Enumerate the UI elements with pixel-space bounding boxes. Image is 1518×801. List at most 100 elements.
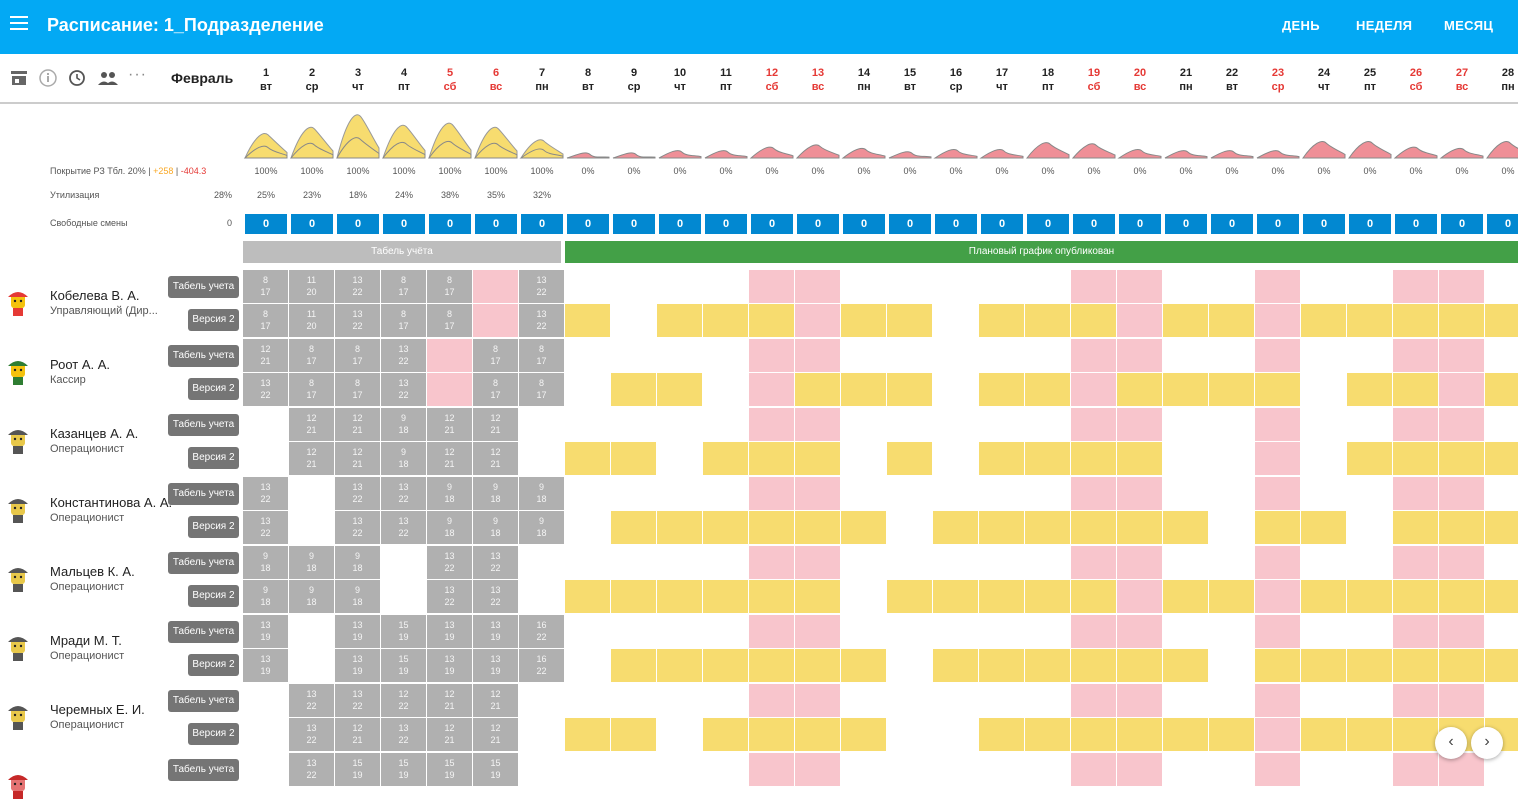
shift-cell[interactable] (519, 580, 564, 613)
shift-cell[interactable] (1163, 615, 1208, 648)
shift-cell[interactable] (1485, 615, 1518, 648)
shift-cell[interactable] (657, 753, 702, 786)
shift-cell[interactable] (1255, 408, 1300, 441)
shift-cell[interactable] (979, 615, 1024, 648)
shift-cell[interactable] (1071, 615, 1116, 648)
shift-cell[interactable] (1347, 477, 1392, 510)
shift-cell[interactable] (1117, 304, 1162, 337)
shift-cell[interactable] (657, 511, 702, 544)
shift-cell[interactable] (657, 477, 702, 510)
shift-cell[interactable]: 9 18 (427, 477, 472, 510)
shift-cell[interactable] (1071, 442, 1116, 475)
shift-cell[interactable] (1393, 580, 1438, 613)
shift-cell[interactable] (1439, 270, 1484, 303)
shift-cell[interactable] (1209, 546, 1254, 579)
shift-cell[interactable] (1071, 753, 1116, 786)
day-header[interactable]: 7 пн (519, 66, 565, 94)
shift-cell[interactable] (1439, 339, 1484, 372)
shift-cell[interactable] (1071, 718, 1116, 751)
shift-cell[interactable] (565, 304, 610, 337)
shift-cell[interactable] (887, 442, 932, 475)
free-shift-count[interactable]: 0 (843, 214, 885, 234)
shift-cell[interactable] (1301, 408, 1346, 441)
shift-cell[interactable] (519, 546, 564, 579)
shift-cell[interactable] (841, 718, 886, 751)
day-header[interactable]: 20 вс (1117, 66, 1163, 94)
shift-cell[interactable] (1025, 408, 1070, 441)
shift-cell[interactable] (841, 270, 886, 303)
version-chip[interactable]: Версия 2 (188, 723, 239, 745)
shift-cell[interactable] (979, 649, 1024, 682)
shift-cell[interactable] (565, 684, 610, 717)
shift-cell[interactable] (1439, 304, 1484, 337)
shift-cell[interactable]: 8 17 (427, 270, 472, 303)
tabel-chip[interactable]: Табель учета (168, 414, 239, 436)
shift-cell[interactable] (1071, 408, 1116, 441)
shift-cell[interactable] (1439, 546, 1484, 579)
shift-cell[interactable] (795, 615, 840, 648)
shift-cell[interactable] (933, 615, 978, 648)
shift-cell[interactable]: 9 18 (519, 511, 564, 544)
employee-name[interactable]: Роот А. А. (50, 357, 111, 372)
free-shift-count[interactable]: 0 (981, 214, 1023, 234)
free-shift-count[interactable]: 0 (291, 214, 333, 234)
shift-cell[interactable] (1117, 753, 1162, 786)
shift-cell[interactable] (1209, 511, 1254, 544)
shift-cell[interactable]: 9 18 (473, 511, 518, 544)
shift-cell[interactable] (887, 339, 932, 372)
shift-cell[interactable] (657, 339, 702, 372)
shift-cell[interactable] (1347, 718, 1392, 751)
shift-cell[interactable] (657, 373, 702, 406)
shift-cell[interactable] (749, 615, 794, 648)
shift-cell[interactable] (1393, 477, 1438, 510)
shift-cell[interactable] (841, 511, 886, 544)
shift-cell[interactable] (1347, 339, 1392, 372)
shift-cell[interactable] (749, 442, 794, 475)
shift-cell[interactable] (703, 649, 748, 682)
shift-cell[interactable] (887, 304, 932, 337)
version-chip[interactable]: Версия 2 (188, 309, 239, 331)
shift-cell[interactable] (933, 304, 978, 337)
shift-cell[interactable] (841, 442, 886, 475)
shift-cell[interactable] (703, 373, 748, 406)
shift-cell[interactable] (979, 684, 1024, 717)
more-icon[interactable]: ··· (128, 66, 147, 83)
shift-cell[interactable] (841, 615, 886, 648)
shift-cell[interactable] (565, 477, 610, 510)
shift-cell[interactable] (887, 477, 932, 510)
shift-cell[interactable] (933, 753, 978, 786)
shift-cell[interactable] (657, 304, 702, 337)
tabel-chip[interactable]: Табель учета (168, 483, 239, 505)
shift-cell[interactable] (1347, 753, 1392, 786)
shift-cell[interactable] (1439, 373, 1484, 406)
free-shift-count[interactable]: 0 (337, 214, 379, 234)
shift-cell[interactable] (703, 408, 748, 441)
shift-cell[interactable] (1163, 477, 1208, 510)
shift-cell[interactable]: 12 21 (289, 408, 334, 441)
shift-cell[interactable] (933, 477, 978, 510)
shift-cell[interactable] (1301, 718, 1346, 751)
shift-cell[interactable] (841, 339, 886, 372)
day-header[interactable]: 18 пт (1025, 66, 1071, 94)
shift-cell[interactable] (1347, 442, 1392, 475)
shift-cell[interactable] (1117, 477, 1162, 510)
shift-cell[interactable] (1163, 304, 1208, 337)
shift-cell[interactable]: 13 22 (381, 718, 426, 751)
shift-cell[interactable] (565, 615, 610, 648)
shift-cell[interactable] (1301, 477, 1346, 510)
shift-cell[interactable] (841, 580, 886, 613)
shift-cell[interactable] (1255, 270, 1300, 303)
shift-cell[interactable]: 12 21 (473, 442, 518, 475)
shift-cell[interactable] (565, 718, 610, 751)
shift-cell[interactable] (887, 580, 932, 613)
shift-cell[interactable] (1209, 718, 1254, 751)
shift-cell[interactable] (933, 408, 978, 441)
shift-cell[interactable] (1209, 339, 1254, 372)
shift-cell[interactable] (519, 442, 564, 475)
shift-cell[interactable] (703, 270, 748, 303)
shift-cell[interactable]: 8 17 (519, 373, 564, 406)
shift-cell[interactable] (1071, 339, 1116, 372)
tabel-chip[interactable]: Табель учета (168, 552, 239, 574)
shift-cell[interactable] (795, 718, 840, 751)
day-header[interactable]: 22 вт (1209, 66, 1255, 94)
